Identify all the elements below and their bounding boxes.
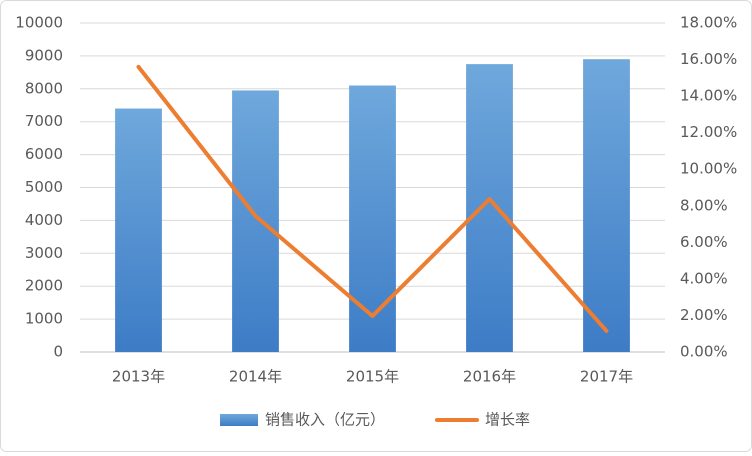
x-tick-label: 2015年: [346, 368, 399, 386]
y2-tick-label: 6.00%: [680, 233, 728, 251]
y-tick-label: 1000: [25, 310, 63, 328]
y-tick-label: 4000: [25, 211, 63, 229]
y2-tick-label: 8.00%: [680, 196, 728, 214]
y-tick-label: 0: [53, 343, 63, 361]
bar: [349, 85, 396, 352]
y-tick-label: 7000: [25, 112, 63, 130]
y-tick-label: 5000: [25, 178, 63, 196]
y2-tick-label: 18.00%: [680, 14, 737, 32]
y2-tick-label: 14.00%: [680, 87, 737, 105]
line: [136, 64, 609, 333]
y-tick-label: 6000: [25, 145, 63, 163]
y-tick-label: 8000: [25, 79, 63, 97]
legend-label: 增长率: [485, 411, 530, 429]
y2-tick-label: 16.00%: [680, 50, 737, 68]
x-tick-label: 2013年: [112, 368, 165, 386]
bar: [232, 90, 279, 352]
y-tick-label: 3000: [25, 244, 63, 262]
x-tick-label: 2014年: [229, 368, 282, 386]
y2-tick-label: 12.00%: [680, 123, 737, 141]
y2-tick-label: 2.00%: [680, 306, 728, 324]
y2-tick-label: 10.00%: [680, 160, 737, 178]
x-tick-label: 2016年: [463, 368, 516, 386]
y-tick-label: 9000: [25, 46, 63, 64]
x-tick-label: 2017年: [580, 368, 633, 386]
y2-tick-label: 4.00%: [680, 269, 728, 287]
legend-swatch: [220, 414, 258, 426]
y-tick-label: 2000: [25, 277, 63, 295]
bar: [466, 64, 513, 352]
y-tick-label: 10000: [15, 14, 63, 32]
y2-tick-label: 0.00%: [680, 343, 728, 361]
bar: [115, 108, 162, 352]
bar: [583, 59, 630, 352]
legend-label: 销售收入（亿元）: [265, 411, 385, 429]
